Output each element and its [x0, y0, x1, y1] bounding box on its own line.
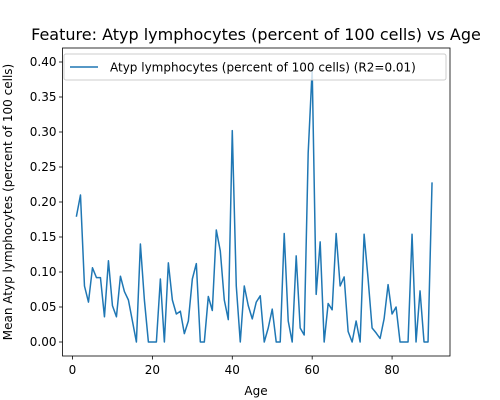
series-line: [75, 68, 433, 343]
legend: Atyp lymphocytes (percent of 100 cells) …: [63, 53, 447, 81]
x-axis: 0 20 40 60 80: [69, 356, 400, 377]
y-tick-label: 0.05: [30, 300, 57, 314]
x-tick-label: 40: [225, 363, 240, 377]
y-tick-label: 0.35: [30, 90, 57, 104]
x-tick-label: 80: [384, 363, 399, 377]
plot-area: [75, 68, 433, 343]
y-tick-label: 0.00: [30, 335, 57, 349]
x-tick-label: 20: [145, 363, 160, 377]
y-axis: 0.00 0.05 0.10 0.15 0.20 0.25 0.30 0.35 0.40: [30, 55, 63, 349]
y-tick-label: 0.25: [30, 160, 57, 174]
y-axis-label: Mean Atyp lymphocytes (percent of 100 ce…: [1, 64, 15, 340]
y-tick-label: 0.15: [30, 230, 57, 244]
legend-entry-label: Atyp lymphocytes (percent of 100 cells) …: [110, 61, 416, 75]
y-tick-label: 0.10: [30, 265, 57, 279]
y-tick-label: 0.20: [30, 195, 57, 209]
x-tick-label: 60: [305, 363, 320, 377]
y-tick-label: 0.40: [30, 55, 57, 69]
legend-box: [63, 53, 447, 81]
chart-title: Feature: Atyp lymphocytes (percent of 10…: [31, 25, 481, 44]
y-tick-label: 0.30: [30, 125, 57, 139]
x-axis-label: Age: [244, 384, 267, 398]
x-tick-label: 0: [69, 363, 77, 377]
